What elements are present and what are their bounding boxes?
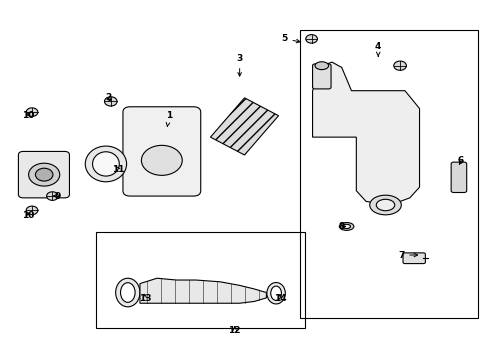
FancyBboxPatch shape xyxy=(19,152,69,198)
FancyBboxPatch shape xyxy=(122,107,201,196)
Text: 9: 9 xyxy=(53,192,61,201)
FancyBboxPatch shape xyxy=(312,64,330,89)
Circle shape xyxy=(35,168,53,181)
Text: 7: 7 xyxy=(397,251,417,260)
Circle shape xyxy=(393,61,406,70)
Ellipse shape xyxy=(116,278,140,307)
Circle shape xyxy=(305,35,317,43)
Ellipse shape xyxy=(342,224,350,229)
FancyBboxPatch shape xyxy=(402,253,425,264)
Bar xyxy=(96,232,305,328)
Text: 8: 8 xyxy=(338,222,345,231)
Ellipse shape xyxy=(314,62,328,69)
Text: 5: 5 xyxy=(281,35,300,44)
Text: 11: 11 xyxy=(112,165,124,174)
Text: 2: 2 xyxy=(105,93,111,102)
Ellipse shape xyxy=(339,222,353,230)
Polygon shape xyxy=(210,98,278,155)
Polygon shape xyxy=(312,62,419,205)
Text: 1: 1 xyxy=(165,111,172,126)
Ellipse shape xyxy=(120,283,135,302)
Text: 6: 6 xyxy=(457,156,463,165)
Ellipse shape xyxy=(92,152,119,176)
Text: 10: 10 xyxy=(22,211,34,220)
FancyBboxPatch shape xyxy=(450,162,466,193)
Ellipse shape xyxy=(85,146,126,182)
Circle shape xyxy=(26,108,38,116)
Text: 3: 3 xyxy=(236,54,242,76)
Text: 4: 4 xyxy=(374,41,381,56)
Ellipse shape xyxy=(375,199,394,211)
Circle shape xyxy=(104,97,117,106)
Circle shape xyxy=(29,163,60,186)
Ellipse shape xyxy=(270,286,281,300)
Text: 14: 14 xyxy=(273,294,285,303)
Text: 12: 12 xyxy=(228,325,241,334)
Ellipse shape xyxy=(266,283,285,304)
Text: 13: 13 xyxy=(138,294,151,303)
Circle shape xyxy=(46,192,58,201)
Bar xyxy=(300,30,477,318)
Circle shape xyxy=(26,206,38,215)
Ellipse shape xyxy=(369,195,401,215)
Circle shape xyxy=(141,145,182,175)
Text: 10: 10 xyxy=(22,111,34,120)
Polygon shape xyxy=(140,278,266,303)
